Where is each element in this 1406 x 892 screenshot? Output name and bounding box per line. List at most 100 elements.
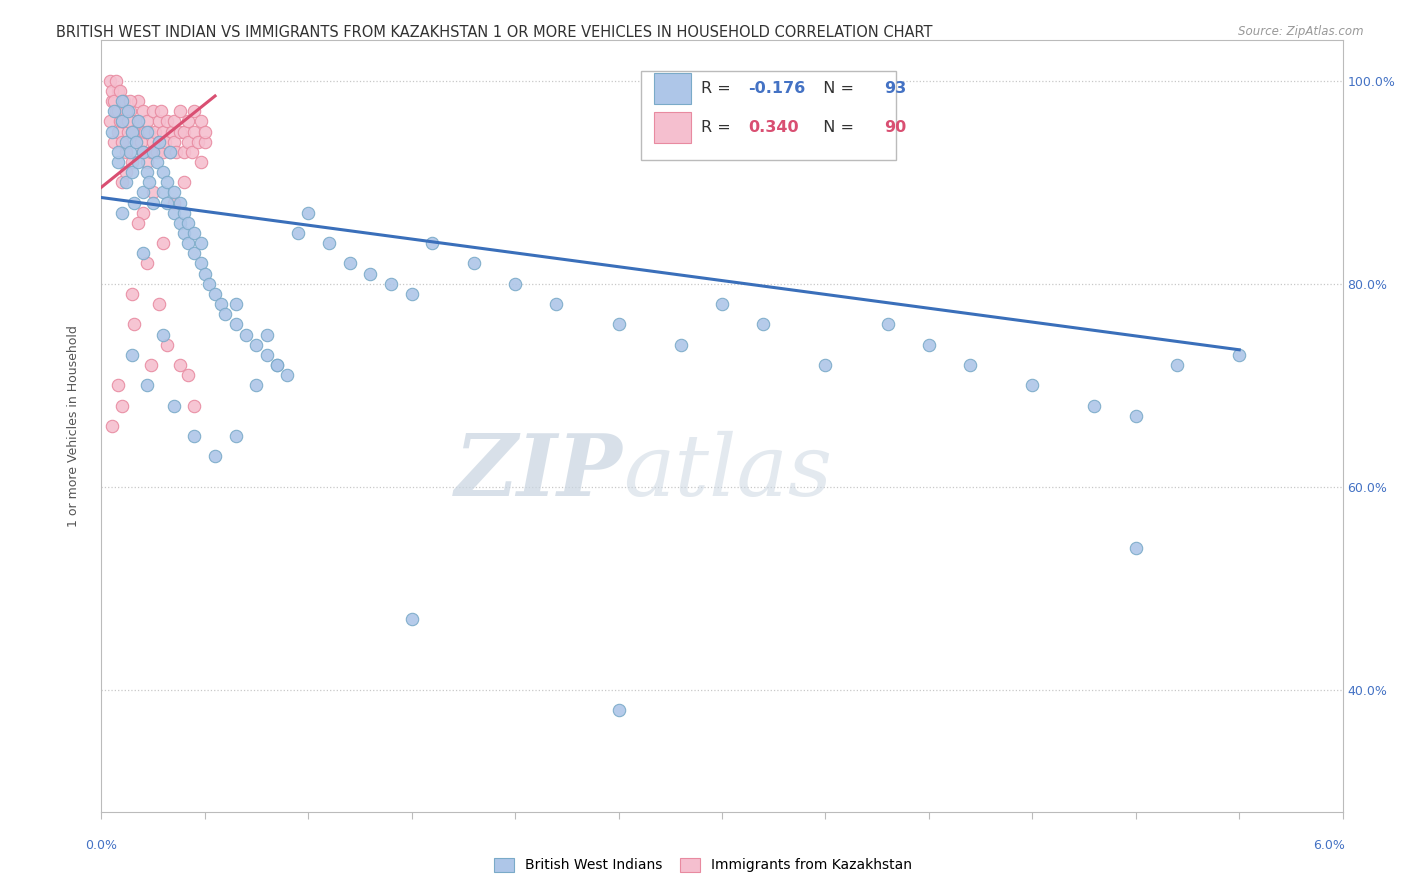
Point	[209, 297, 232, 311]
Point	[183, 429, 205, 443]
Point	[138, 175, 160, 189]
Point	[127, 216, 149, 230]
Point	[177, 114, 200, 128]
FancyBboxPatch shape	[654, 73, 690, 104]
Point	[112, 104, 135, 119]
Point	[177, 368, 200, 383]
Point	[204, 450, 226, 464]
Point	[380, 277, 402, 291]
Point	[117, 124, 139, 138]
Text: BRITISH WEST INDIAN VS IMMIGRANTS FROM KAZAKHSTAN 1 OR MORE VEHICLES IN HOUSEHOL: BRITISH WEST INDIAN VS IMMIGRANTS FROM K…	[56, 25, 932, 40]
Point	[152, 124, 174, 138]
Point	[127, 114, 149, 128]
Point	[156, 175, 179, 189]
Point	[959, 358, 981, 372]
Point	[111, 94, 134, 108]
Text: 6.0%: 6.0%	[1313, 839, 1344, 852]
Text: ZIP: ZIP	[454, 431, 623, 514]
Point	[245, 337, 267, 351]
Point	[111, 135, 134, 149]
Point	[127, 94, 149, 108]
Point	[150, 104, 173, 119]
Point	[135, 256, 157, 270]
Point	[146, 145, 169, 159]
Point	[111, 94, 134, 108]
Point	[100, 124, 122, 138]
Point	[245, 378, 267, 392]
Point	[142, 135, 165, 149]
Point	[163, 186, 186, 200]
Point	[401, 612, 423, 626]
Point	[177, 236, 200, 251]
Point	[225, 318, 247, 332]
Text: 0.0%: 0.0%	[86, 839, 117, 852]
Point	[190, 236, 212, 251]
Point	[152, 236, 174, 251]
Point	[111, 205, 134, 219]
Point	[125, 135, 148, 149]
Point	[169, 358, 191, 372]
Point	[121, 287, 143, 301]
Point	[131, 205, 153, 219]
Point	[190, 256, 212, 270]
Point	[339, 256, 361, 270]
Point	[214, 307, 236, 321]
Point	[266, 358, 288, 372]
Point	[111, 114, 134, 128]
Text: atlas: atlas	[623, 431, 832, 514]
Point	[163, 205, 186, 219]
Point	[177, 135, 200, 149]
Point	[138, 124, 160, 138]
Point	[121, 155, 143, 169]
Point	[156, 337, 179, 351]
Point	[131, 104, 153, 119]
Point	[420, 236, 443, 251]
Point	[111, 399, 134, 413]
Point	[135, 124, 157, 138]
Point	[104, 104, 127, 119]
Point	[183, 246, 205, 260]
Point	[155, 135, 177, 149]
Point	[115, 104, 138, 119]
Point	[111, 175, 134, 189]
Point	[121, 124, 143, 138]
Point	[156, 195, 179, 210]
Point	[187, 135, 209, 149]
Point	[152, 145, 174, 159]
Point	[169, 195, 191, 210]
Point	[152, 327, 174, 342]
Point	[107, 145, 129, 159]
Point	[131, 145, 153, 159]
Point	[159, 145, 181, 159]
Point	[607, 318, 630, 332]
Point	[124, 318, 146, 332]
Point	[194, 124, 217, 138]
Point	[103, 104, 125, 119]
Point	[256, 327, 278, 342]
Point	[918, 337, 941, 351]
Point	[546, 297, 568, 311]
Point	[135, 155, 157, 169]
Text: -0.176: -0.176	[748, 81, 806, 96]
Point	[120, 94, 142, 108]
Point	[173, 226, 195, 240]
Point	[173, 145, 195, 159]
Point	[183, 104, 205, 119]
Text: N =: N =	[813, 81, 859, 96]
Point	[152, 165, 174, 179]
Point	[1125, 541, 1147, 555]
Point	[194, 267, 217, 281]
Point	[121, 165, 143, 179]
Point	[107, 104, 129, 119]
Point	[163, 135, 186, 149]
Point	[107, 124, 129, 138]
Point	[129, 135, 152, 149]
Point	[173, 175, 195, 189]
Text: 93: 93	[884, 81, 907, 96]
Point	[1125, 409, 1147, 423]
Point	[131, 246, 153, 260]
Point	[159, 145, 181, 159]
Point	[169, 216, 191, 230]
Point	[135, 114, 157, 128]
Point	[107, 378, 129, 392]
